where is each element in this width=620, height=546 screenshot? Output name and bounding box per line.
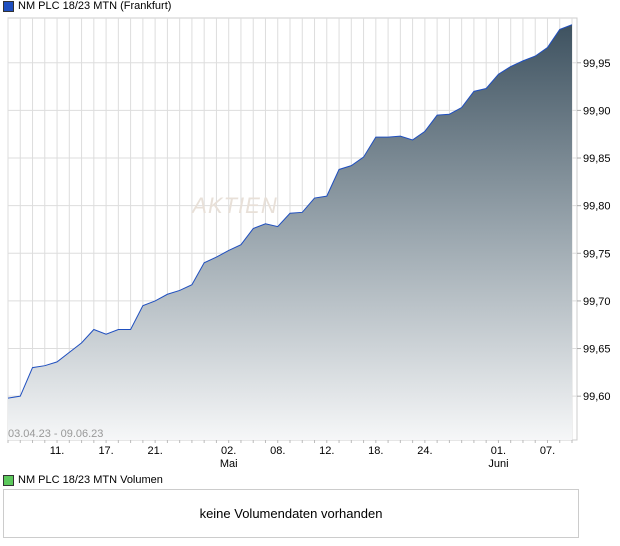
watermark: AKTIEN: [190, 193, 277, 218]
volume-legend-swatch: [3, 474, 14, 486]
y-tick-label: 99,70: [583, 296, 611, 308]
volume-legend-label: NM PLC 18/23 MTN Volumen: [18, 474, 163, 486]
price-chart: 99,60 99,65 99,70 99,75 99,80 99,85 99,90 99,95…: [7, 17, 611, 470]
x-tick-label: 02.: [221, 445, 236, 457]
no-volume-message: keine Volumendaten vorhanden: [199, 506, 383, 521]
date-range-label: 03.04.23 - 09.06.23: [8, 428, 103, 440]
x-tick-label: 08.: [270, 445, 285, 457]
y-tick-label: 99,65: [583, 344, 611, 356]
y-tick-label: 99,80: [583, 201, 611, 213]
x-month-label: Juni: [488, 458, 508, 470]
x-month-label: Mai: [220, 458, 238, 470]
y-tick-label: 99,90: [583, 105, 611, 117]
volume-legend: NM PLC 18/23 MTN Volumen: [3, 474, 163, 486]
x-tick-label: 07.: [540, 445, 555, 457]
x-tick-label: 17.: [98, 445, 113, 457]
volume-panel: keine Volumendaten vorhanden: [3, 489, 579, 538]
x-tick-label: 12.: [319, 445, 334, 457]
x-tick-label: 18.: [368, 445, 383, 457]
y-tick-label: 99,85: [583, 153, 611, 165]
y-tick-label: 99,95: [583, 58, 611, 70]
x-tick-label: 21.: [147, 445, 162, 457]
price-legend-swatch: [3, 0, 14, 12]
price-legend-label: NM PLC 18/23 MTN (Frankfurt): [18, 0, 172, 12]
y-tick-label: 99,60: [583, 391, 611, 403]
price-legend: NM PLC 18/23 MTN (Frankfurt): [3, 0, 171, 12]
x-tick-label: 24.: [417, 445, 432, 457]
price-line: [7, 24, 573, 399]
x-tick-label: 01.: [491, 445, 506, 457]
price-area: [8, 24, 572, 440]
y-tick-label: 99,75: [583, 248, 611, 260]
x-tick-label: 11.: [50, 445, 64, 457]
